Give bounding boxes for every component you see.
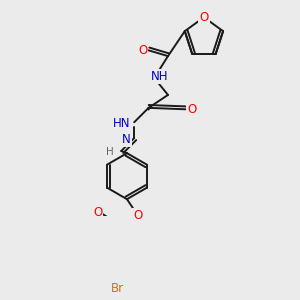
Text: H: H (106, 147, 114, 158)
Text: O: O (138, 44, 147, 57)
Text: O: O (93, 206, 102, 219)
Text: Br: Br (111, 282, 124, 295)
Text: O: O (133, 208, 142, 221)
Text: N: N (122, 133, 130, 146)
Text: O: O (199, 11, 208, 24)
Text: HN: HN (113, 117, 130, 130)
Text: NH: NH (151, 70, 168, 83)
Text: O: O (187, 103, 196, 116)
